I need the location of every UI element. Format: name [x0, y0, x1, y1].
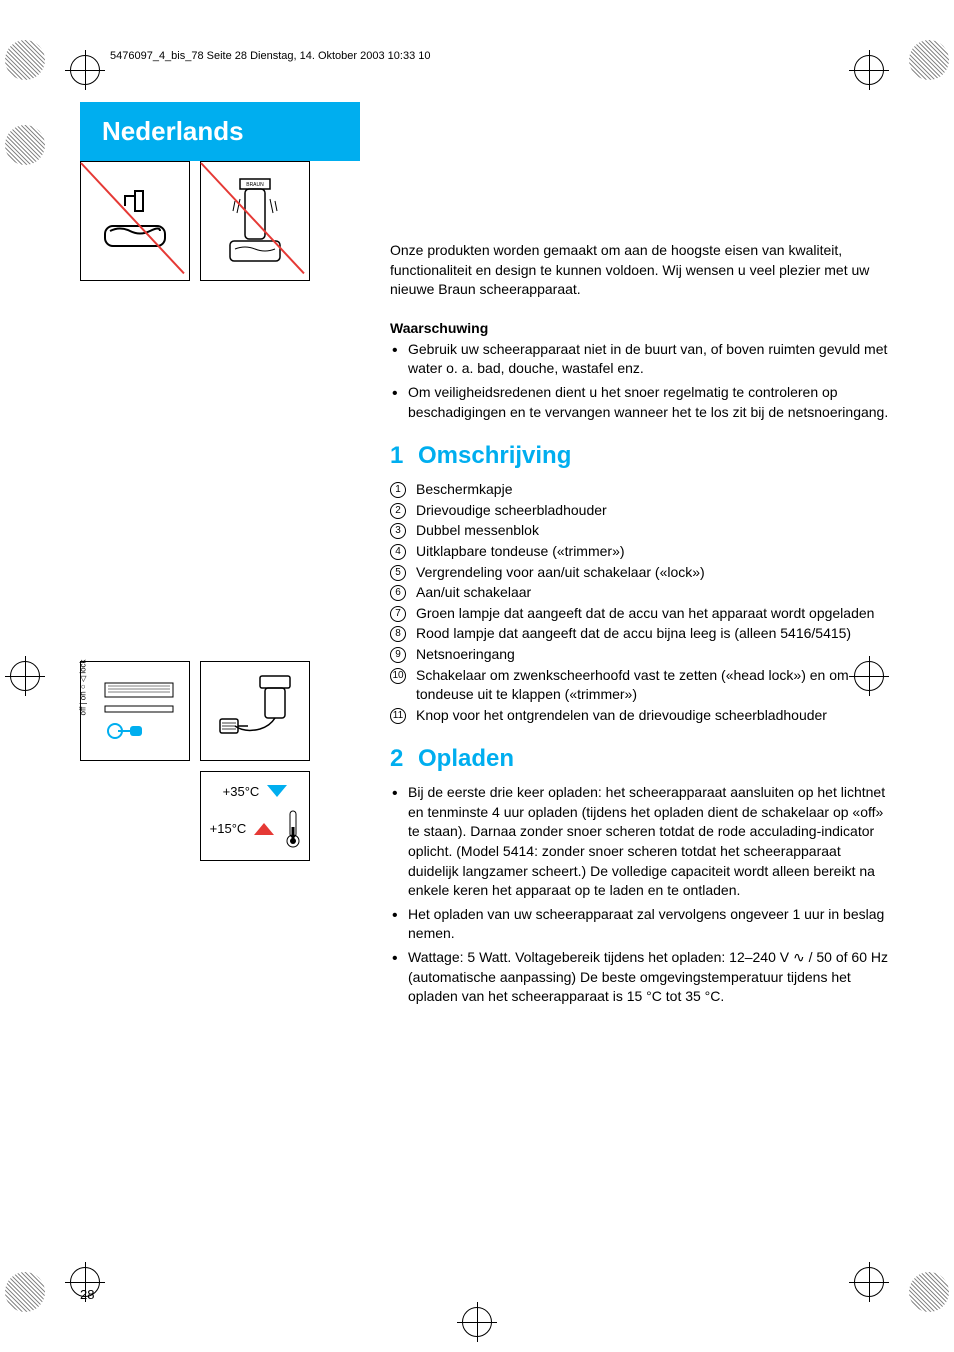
circled-number: 9 — [390, 647, 406, 663]
warning-item: Gebruik uw scheerapparaat niet in de buu… — [390, 340, 894, 379]
temp-low-label: +15°C — [210, 821, 247, 836]
section-num: 2 — [390, 745, 418, 773]
circled-number: 3 — [390, 523, 406, 539]
description-item: 10 Schakelaar om zwenkscheerhoofd vast te… — [390, 666, 894, 705]
registration-mark — [70, 55, 100, 85]
registration-mark — [854, 1267, 884, 1297]
charging-item: Wattage: 5 Watt. Voltagebereik tijdens h… — [390, 948, 894, 1007]
page-header-meta: 5476097_4_bis_78 Seite 28 Dienstag, 14. … — [110, 50, 894, 62]
warning-list: Gebruik uw scheerapparaat niet in de buu… — [390, 340, 894, 422]
corner-ornament — [909, 1272, 949, 1312]
circled-number: 11 — [390, 708, 406, 724]
circled-number: 7 — [390, 606, 406, 622]
registration-mark — [854, 55, 884, 85]
description-text: Vergrendeling voor aan/uit schakelaar («… — [416, 563, 894, 583]
circled-number: 5 — [390, 565, 406, 581]
description-item: 5 Vergrendeling voor aan/uit schakelaar (… — [390, 563, 894, 583]
description-item: 9 Netsnoeringang — [390, 645, 894, 665]
description-text: Groen lampje dat aangeeft dat de accu va… — [416, 604, 894, 624]
description-text: Aan/uit schakelaar — [416, 583, 894, 603]
language-title: Nederlands — [80, 102, 360, 161]
description-item: 3 Dubbel messenblok — [390, 521, 894, 541]
section-num: 1 — [390, 442, 418, 470]
description-text: Knop voor het ontgrendelen van de drievo… — [416, 706, 894, 726]
circled-number: 8 — [390, 626, 406, 642]
temp-high-row: +35°C — [223, 784, 288, 799]
description-text: Beschermkapje — [416, 480, 894, 500]
page-number: 28 — [80, 1287, 94, 1302]
content-columns: BRAUN — [80, 241, 894, 1027]
temperature-range-icon: +35°C +15°C — [200, 771, 310, 861]
right-column: Onze produkten worden gemaakt om aan de … — [390, 241, 894, 1027]
no-water-icon — [80, 161, 190, 281]
switch-labels: off | on ○ ◁ lock — [79, 659, 88, 715]
description-item: 8 Rood lampje dat aangeeft dat de accu bi… — [390, 624, 894, 644]
charging-list: Bij de eerste drie keer opladen: het sch… — [390, 783, 894, 1007]
intro-paragraph: Onze produkten worden gemaakt om aan de … — [390, 241, 894, 300]
temp-high-label: +35°C — [223, 784, 260, 799]
circled-number: 10 — [390, 668, 406, 684]
description-item: 4 Uitklapbare tondeuse («trimmer») — [390, 542, 894, 562]
triangle-up-icon — [254, 823, 274, 835]
switch-off-icon: off | on ○ ◁ lock — [80, 661, 190, 761]
thermometer-icon — [286, 809, 300, 849]
registration-mark — [854, 661, 884, 691]
section-2-heading: 2Opladen — [390, 745, 894, 773]
corner-ornament — [5, 40, 45, 80]
corner-ornament — [5, 1272, 45, 1312]
page: 5476097_4_bis_78 Seite 28 Dienstag, 14. … — [0, 0, 954, 1352]
description-text: Dubbel messenblok — [416, 521, 894, 541]
section-title: Opladen — [418, 745, 514, 772]
charging-item: Het opladen van uw scheerapparaat zal ve… — [390, 905, 894, 944]
circled-number: 2 — [390, 503, 406, 519]
circled-number: 6 — [390, 585, 406, 601]
registration-mark — [10, 661, 40, 691]
description-text: Schakelaar om zwenkscheerhoofd vast te z… — [416, 666, 894, 705]
description-item: 1 Beschermkapje — [390, 480, 894, 500]
charging-item: Bij de eerste drie keer opladen: het sch… — [390, 783, 894, 901]
left-column: BRAUN — [80, 241, 360, 1027]
plug-in-icon — [200, 661, 310, 761]
switch-diagram — [90, 671, 180, 751]
no-shaver-water-icon: BRAUN — [200, 161, 310, 281]
triangle-down-icon — [267, 785, 287, 797]
description-item: 2 Drievoudige scheerbladhouder — [390, 501, 894, 521]
description-item: 6 Aan/uit schakelaar — [390, 583, 894, 603]
corner-ornament — [5, 125, 45, 165]
circled-number: 1 — [390, 482, 406, 498]
registration-mark — [462, 1307, 492, 1337]
description-text: Uitklapbare tondeuse («trimmer») — [416, 542, 894, 562]
warning-heading: Waarschuwing — [390, 320, 894, 336]
corner-ornament — [909, 40, 949, 80]
description-text: Netsnoeringang — [416, 645, 894, 665]
warning-icons-row: BRAUN — [80, 161, 360, 281]
description-list: 1 Beschermkapje 2 Drievoudige scheerbladhou… — [390, 480, 894, 725]
svg-text:BRAUN: BRAUN — [246, 182, 264, 188]
description-item: 7 Groen lampje dat aangeeft dat de accu v… — [390, 604, 894, 624]
description-text: Rood lampje dat aangeeft dat de accu bij… — [416, 624, 894, 644]
plug-diagram — [210, 671, 300, 751]
temp-low-row: +15°C — [210, 809, 301, 849]
section-title: Omschrijving — [418, 442, 571, 469]
description-item: 11 Knop voor het ontgrendelen van de drie… — [390, 706, 894, 726]
description-text: Drievoudige scheerbladhouder — [416, 501, 894, 521]
section-1-heading: 1Omschrijving — [390, 442, 894, 470]
charging-icons-row: off | on ○ ◁ lock — [80, 661, 360, 761]
warning-item: Om veiligheidsredenen dient u het snoer … — [390, 383, 894, 422]
circled-number: 4 — [390, 544, 406, 560]
